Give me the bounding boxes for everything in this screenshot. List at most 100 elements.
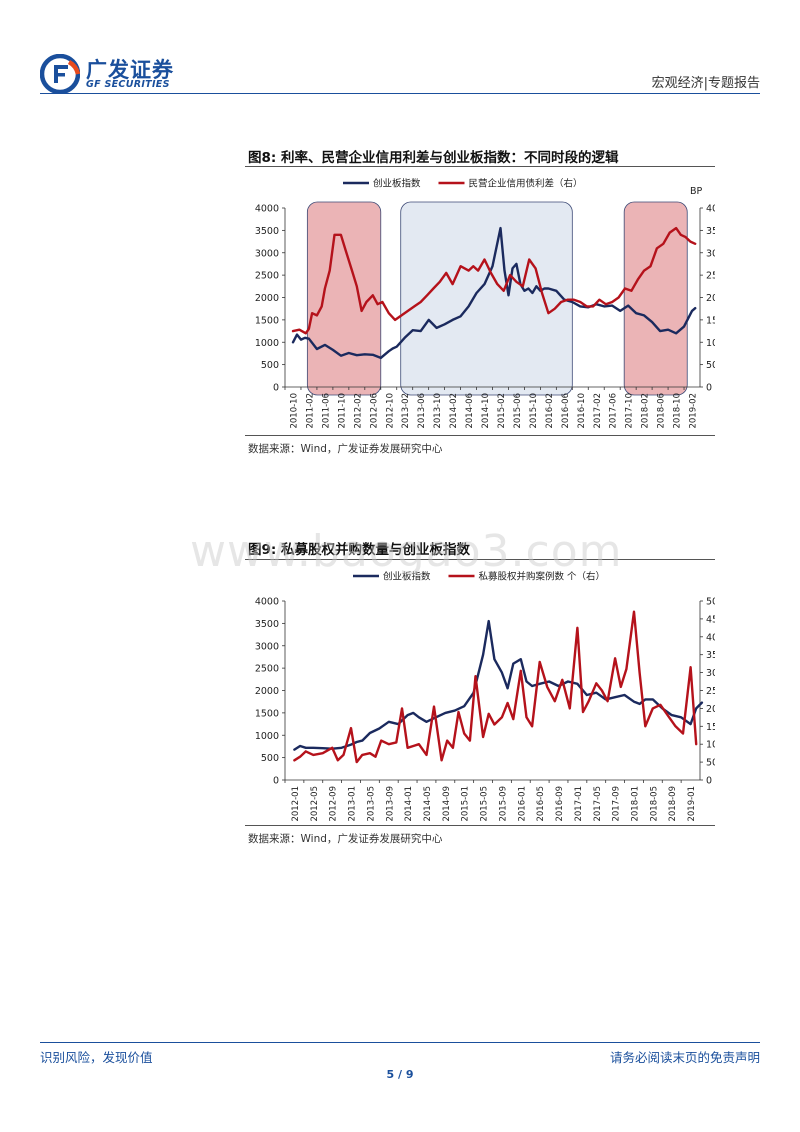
x-tick-label: 2014-09 [442, 786, 452, 822]
x-tick-label: 2016-09 [555, 786, 565, 822]
footer-divider [40, 1042, 760, 1043]
figure-8-chart: 4000350030002500200015001000500040035030… [255, 178, 715, 429]
x-tick-label: 2013-09 [385, 786, 395, 822]
x-tick-label: 2012-09 [329, 786, 339, 822]
x-tick-label: 2013-01 [348, 786, 358, 822]
x-tick-label: 2018-06 [657, 393, 667, 429]
x-tick-label: 2016-01 [517, 786, 527, 822]
y-right-tick-label: 150 [706, 722, 715, 733]
gf-logo-icon [40, 54, 80, 94]
footer-slogan: 识别风险，发现价值 [40, 1050, 153, 1065]
y-right-tick-label: 50 [706, 360, 715, 371]
x-tick-label: 2018-02 [641, 393, 651, 429]
y-left-tick-label: 1500 [255, 315, 279, 326]
x-tick-label: 2013-05 [366, 786, 376, 822]
report-category: 宏观经济|专题报告 [651, 76, 760, 91]
x-tick-label: 2015-10 [529, 393, 539, 429]
x-tick-label: 2015-02 [497, 393, 507, 429]
footer-disclaimer-note: 请务必阅读末页的免责声明 [609, 1050, 760, 1065]
logo-text-en: GF SECURITIES [86, 79, 170, 90]
y-right-unit-label: BP [690, 186, 703, 197]
x-tick-label: 2012-01 [291, 786, 301, 822]
y-left-tick-label: 3000 [255, 248, 279, 259]
x-tick-label: 2011-06 [321, 393, 331, 429]
series-line-2 [293, 610, 698, 764]
x-tick-label: 2012-10 [385, 393, 395, 429]
figure-9-chart: 4000350030002500200015001000500050045040… [255, 571, 715, 822]
x-tick-label: 2016-05 [536, 786, 546, 822]
y-right-tick-label: 200 [706, 293, 715, 304]
x-tick-label: 2019-01 [687, 786, 697, 822]
page-number: 5 / 9 [386, 1068, 414, 1081]
x-tick-label: 2014-10 [481, 393, 491, 429]
y-left-tick-label: 2500 [255, 664, 279, 675]
x-tick-label: 2018-09 [668, 786, 678, 822]
x-tick-label: 2013-10 [433, 393, 443, 429]
x-tick-label: 2013-06 [417, 393, 427, 429]
x-tick-label: 2015-05 [480, 786, 490, 822]
series-line-1 [291, 226, 697, 360]
y-right-tick-label: 200 [706, 704, 715, 715]
logo-text-cn: 广发证券 [86, 58, 174, 82]
y-right-tick-label: 250 [706, 686, 715, 697]
figure-8-rule [245, 166, 715, 167]
series-line-2 [291, 226, 697, 335]
figure-9-source: 数据来源：Wind，广发证券发展研究中心 [248, 833, 443, 845]
y-right-tick-label: 450 [706, 614, 715, 625]
y-right-tick-label: 350 [706, 650, 715, 661]
x-tick-label: 2014-01 [404, 786, 414, 822]
series-line-1 [293, 619, 704, 751]
x-tick-label: 2018-01 [630, 786, 640, 822]
y-right-tick-label: 400 [706, 632, 715, 643]
y-right-tick-label: 350 [706, 226, 715, 237]
page-header: 广发证券 GF SECURITIES 宏观经济|专题报告 [40, 50, 760, 94]
x-tick-label: 2017-02 [593, 393, 603, 429]
y-left-tick-label: 0 [273, 383, 279, 394]
x-tick-label: 2018-10 [673, 393, 683, 429]
y-right-tick-label: 500 [706, 597, 715, 608]
x-tick-label: 2019-02 [689, 393, 699, 429]
watermark: www.baogao3.com [190, 526, 623, 577]
figure-8-bottom-rule [245, 435, 715, 436]
x-tick-label: 2016-06 [561, 393, 571, 429]
y-left-tick-label: 2000 [255, 686, 279, 697]
legend-label-2: 民营企业信用债利差（右） [469, 178, 583, 190]
x-tick-label: 2017-01 [574, 786, 584, 822]
x-tick-label: 2017-10 [625, 393, 635, 429]
figure-8-title: 图8: 利率、民营企业信用利差与创业板指数：不同时段的逻辑 [248, 150, 619, 166]
y-left-tick-label: 3000 [255, 641, 279, 652]
x-tick-label: 2016-10 [577, 393, 587, 429]
y-right-tick-label: 0 [706, 383, 712, 394]
y-right-tick-label: 100 [706, 740, 715, 751]
x-tick-label: 2015-06 [513, 393, 523, 429]
y-left-tick-label: 2000 [255, 293, 279, 304]
shaded-period-3 [623, 201, 688, 396]
y-left-tick-label: 500 [261, 360, 279, 371]
figure-9-bottom-rule [245, 825, 715, 826]
y-right-tick-label: 250 [706, 271, 715, 282]
x-tick-label: 2017-09 [612, 786, 622, 822]
y-left-tick-label: 3500 [255, 226, 279, 237]
y-left-tick-label: 2500 [255, 271, 279, 282]
y-right-tick-label: 100 [706, 338, 715, 349]
y-right-tick-label: 0 [706, 776, 712, 787]
x-tick-label: 2017-06 [609, 393, 619, 429]
figure-9-title: 图9: 私募股权并购数量与创业板指数 [248, 542, 470, 558]
y-left-tick-label: 4000 [255, 597, 279, 608]
shaded-period-2 [400, 201, 573, 396]
x-tick-label: 2011-10 [337, 393, 347, 429]
y-left-tick-label: 4000 [255, 204, 279, 215]
x-tick-label: 2012-06 [369, 393, 379, 429]
x-tick-label: 2010-10 [289, 393, 299, 429]
y-left-tick-label: 3500 [255, 619, 279, 630]
y-left-tick-label: 1000 [255, 338, 279, 349]
x-tick-label: 2011-02 [305, 393, 315, 429]
y-left-tick-label: 1000 [255, 731, 279, 742]
x-tick-label: 2015-01 [461, 786, 471, 822]
legend-label-1: 创业板指数 [383, 571, 431, 583]
y-left-tick-label: 500 [261, 753, 279, 764]
x-tick-label: 2013-02 [401, 393, 411, 429]
figure-8-source: 数据来源：Wind，广发证券发展研究中心 [248, 443, 443, 455]
y-right-tick-label: 150 [706, 315, 715, 326]
legend-label-1: 创业板指数 [373, 178, 421, 190]
